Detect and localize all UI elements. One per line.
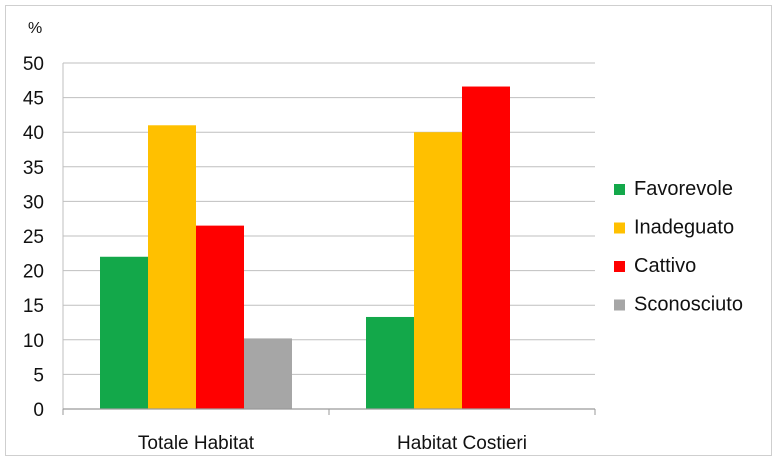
bar-cattivo-1 bbox=[196, 225, 244, 409]
y-tick-label-30: 30 bbox=[23, 192, 44, 213]
bars bbox=[100, 86, 510, 409]
y-tick-label-15: 15 bbox=[23, 296, 44, 317]
legend: Favorevole Inadeguato Cattivo Sconosciuto bbox=[614, 178, 743, 316]
bar-inadeguato-1 bbox=[148, 125, 196, 409]
category-label-1: Totale Habitat bbox=[138, 433, 255, 454]
legend-swatch-inadeguato bbox=[614, 222, 625, 234]
y-axis-ticks: 0 5 10 15 20 25 30 35 40 45 50 bbox=[23, 54, 44, 421]
legend-label-favorevole: Favorevole bbox=[634, 178, 733, 200]
legend-swatch-favorevole bbox=[614, 184, 625, 195]
y-tick-label-10: 10 bbox=[23, 331, 44, 352]
bar-sconosciuto-1 bbox=[244, 338, 292, 409]
y-axis-unit-label: % bbox=[28, 20, 42, 37]
y-tick-label-35: 35 bbox=[23, 158, 44, 179]
y-tick-label-5: 5 bbox=[33, 365, 44, 386]
category-label-2: Habitat Costieri bbox=[397, 433, 527, 454]
bar-inadeguato-2 bbox=[414, 132, 462, 409]
y-tick-label-40: 40 bbox=[23, 123, 44, 144]
legend-label-inadeguato: Inadeguato bbox=[634, 217, 734, 239]
legend-swatch-sconosciuto bbox=[614, 299, 625, 311]
x-axis-ticks bbox=[62, 409, 596, 415]
y-tick-label-0: 0 bbox=[33, 400, 44, 421]
bar-cattivo-2 bbox=[462, 86, 510, 409]
legend-label-cattivo: Cattivo bbox=[634, 255, 696, 277]
y-tick-label-45: 45 bbox=[23, 89, 44, 110]
bar-favorevole-2 bbox=[366, 316, 414, 409]
y-tick-label-50: 50 bbox=[23, 54, 44, 75]
category-labels: Totale Habitat Habitat Costieri bbox=[138, 433, 527, 454]
y-tick-label-25: 25 bbox=[23, 227, 44, 248]
legend-swatch-cattivo bbox=[614, 261, 625, 272]
y-tick-label-20: 20 bbox=[23, 262, 44, 283]
legend-label-sconosciuto: Sconosciuto bbox=[634, 294, 743, 316]
bar-favorevole-1 bbox=[100, 256, 148, 409]
